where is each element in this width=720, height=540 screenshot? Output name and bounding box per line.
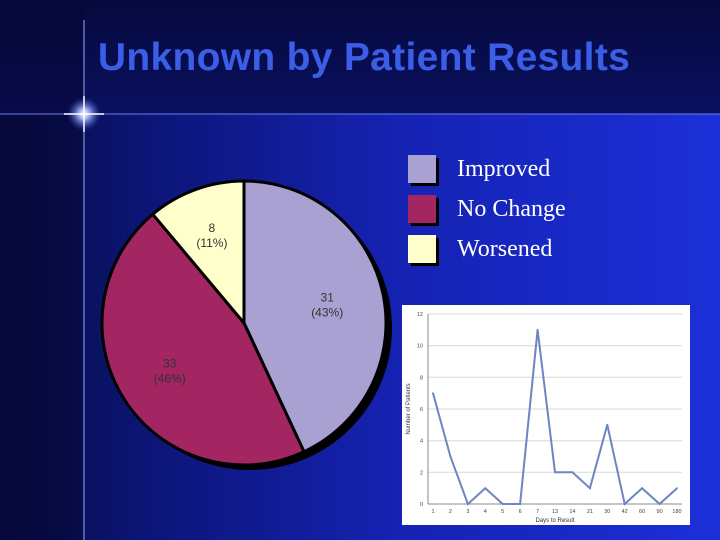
- x-tick-label-7: 7: [536, 509, 539, 515]
- x-tick-label-21: 21: [587, 509, 593, 515]
- pie-slice-improved: [242, 179, 388, 454]
- pie-label-percent-worsened: (11%): [196, 236, 227, 250]
- x-tick-label-14: 14: [569, 509, 575, 515]
- y-tick-label-8: 8: [420, 375, 423, 381]
- x-tick-label-1: 1: [431, 509, 434, 515]
- line-point-1: [432, 392, 434, 395]
- x-tick-label-5: 5: [501, 509, 504, 515]
- line-point-5: [501, 503, 504, 505]
- x-axis-title: Days to Result: [535, 518, 574, 524]
- line-series: [432, 329, 678, 506]
- y-axis-title: Number of Patients: [406, 383, 412, 434]
- line-point-2: [449, 455, 452, 458]
- x-tick-label-2: 2: [449, 509, 452, 515]
- legend-label-improved: Improved: [457, 156, 551, 182]
- line-point-13: [554, 471, 556, 474]
- y-tick-label-10: 10: [417, 344, 423, 350]
- legend-swatch-worsened: [408, 235, 436, 263]
- x-tick-label-42: 42: [622, 509, 628, 515]
- pie-slice-no-change: [100, 212, 306, 467]
- x-tick-label-90: 90: [657, 509, 663, 515]
- line-chart-panel: 0 2 4 6 8 10 12 1 2 3 4 5 6 7 13 14 21 30 42 60 90 180 Days to…: [402, 305, 690, 525]
- pie-slice-worsened: [151, 179, 246, 325]
- line-point-14: [571, 471, 574, 474]
- y-tick-label-2: 2: [420, 470, 423, 476]
- legend-label-no-change: No Change: [457, 196, 566, 222]
- slide-title: Unknown by Patient Results: [97, 36, 631, 79]
- legend-swatch-no-change: [408, 195, 436, 223]
- pie-label-percent-improved: (43%): [311, 306, 343, 320]
- line-point-60: [641, 487, 643, 490]
- x-tick-label-180: 180: [672, 509, 681, 515]
- line-point-7: [536, 328, 539, 331]
- line-point-42: [623, 503, 626, 505]
- pie-label-count-no-change: 33: [163, 356, 177, 370]
- x-tick-label-6: 6: [519, 509, 522, 515]
- x-tick-label-13: 13: [552, 509, 558, 515]
- line-point-30: [606, 423, 609, 426]
- pie-label-percent-no-change: (46%): [154, 371, 186, 385]
- y-tick-label-6: 6: [420, 407, 423, 413]
- legend-swatch-improved: [408, 155, 436, 183]
- x-tick-label-4: 4: [484, 509, 487, 515]
- x-tick-label-3: 3: [466, 509, 469, 515]
- pie-chart: 31(43%) 33(46%) 8(11%): [100, 179, 392, 470]
- line-point-21: [589, 487, 591, 490]
- y-tick-label-12: 12: [417, 312, 423, 318]
- pie-label-count-worsened: 8: [209, 221, 216, 235]
- y-tick-label-0: 0: [420, 502, 423, 508]
- x-tick-label-60: 60: [639, 509, 645, 515]
- legend-label-worsened: Worsened: [457, 236, 553, 262]
- x-tick-label-30: 30: [604, 509, 610, 515]
- line-point-3: [467, 503, 469, 505]
- y-tick-label-4: 4: [420, 439, 423, 445]
- line-point-90: [658, 503, 661, 505]
- pie-label-count-improved: 31: [321, 291, 335, 305]
- line-point-180: [676, 487, 678, 490]
- line-point-6: [519, 503, 521, 505]
- line-point-4: [484, 487, 487, 490]
